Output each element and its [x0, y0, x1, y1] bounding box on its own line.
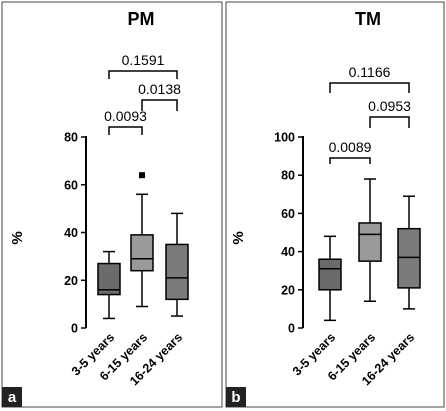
box-iqr: [318, 258, 342, 291]
panel-title: PM: [128, 9, 155, 29]
p-value-label: 0.0093: [104, 108, 147, 124]
significance-bracket: 0.0953: [368, 98, 411, 128]
panel-frame: [1, 1, 223, 408]
significance-bracket: 0.0093: [104, 108, 147, 135]
box-iqr: [130, 234, 154, 272]
y-tick-label: 100: [274, 131, 295, 145]
box-2: [130, 172, 154, 308]
bracket-line: [329, 157, 371, 164]
panel-letter: a: [8, 389, 17, 406]
p-value-label: 0.1166: [349, 64, 391, 80]
y-axis-label: %: [9, 231, 26, 244]
p-value-label: 0.0138: [138, 81, 181, 97]
box-iqr: [358, 222, 382, 262]
significance-bracket: 0.1591: [108, 52, 178, 79]
box-1: [318, 235, 342, 322]
box-iqr: [165, 243, 189, 301]
y-tick-label: 0: [71, 322, 78, 336]
bracket-line: [141, 99, 178, 111]
panel-letter-badge: [226, 387, 246, 407]
y-tick-label: 80: [64, 131, 78, 145]
significance-bracket: 0.0089: [329, 139, 372, 164]
panel-title: TM: [355, 9, 381, 29]
box-2: [358, 178, 382, 303]
bracket-line: [329, 82, 410, 93]
y-axis-label: %: [230, 231, 247, 244]
box-3: [397, 195, 421, 310]
y-tick-label: 20: [281, 283, 295, 297]
panel-letter-badge: [2, 387, 22, 407]
panel-letter: b: [231, 389, 240, 406]
y-tick-label: 40: [64, 226, 78, 240]
significance-bracket: 0.1166: [329, 64, 410, 93]
bracket-line: [108, 126, 143, 135]
p-value-label: 0.1591: [122, 52, 165, 68]
bracket-line: [108, 70, 178, 79]
box-iqr: [97, 262, 121, 296]
y-tick-label: 80: [281, 169, 295, 183]
significance-bracket: 0.0138: [138, 81, 181, 111]
box-1: [97, 250, 121, 320]
y-tick-label: 20: [64, 274, 78, 288]
y-tick-label: 0: [288, 322, 295, 336]
panel-frame: [225, 1, 445, 408]
y-tick-label: 60: [281, 207, 295, 221]
outlier-point: [139, 172, 145, 179]
p-value-label: 0.0089: [329, 139, 372, 155]
p-value-label: 0.0953: [368, 98, 411, 114]
bracket-line: [369, 116, 410, 128]
y-tick-label: 60: [64, 178, 78, 192]
box-iqr: [397, 227, 421, 289]
y-tick-label: 40: [281, 245, 295, 259]
box-3: [165, 212, 189, 317]
